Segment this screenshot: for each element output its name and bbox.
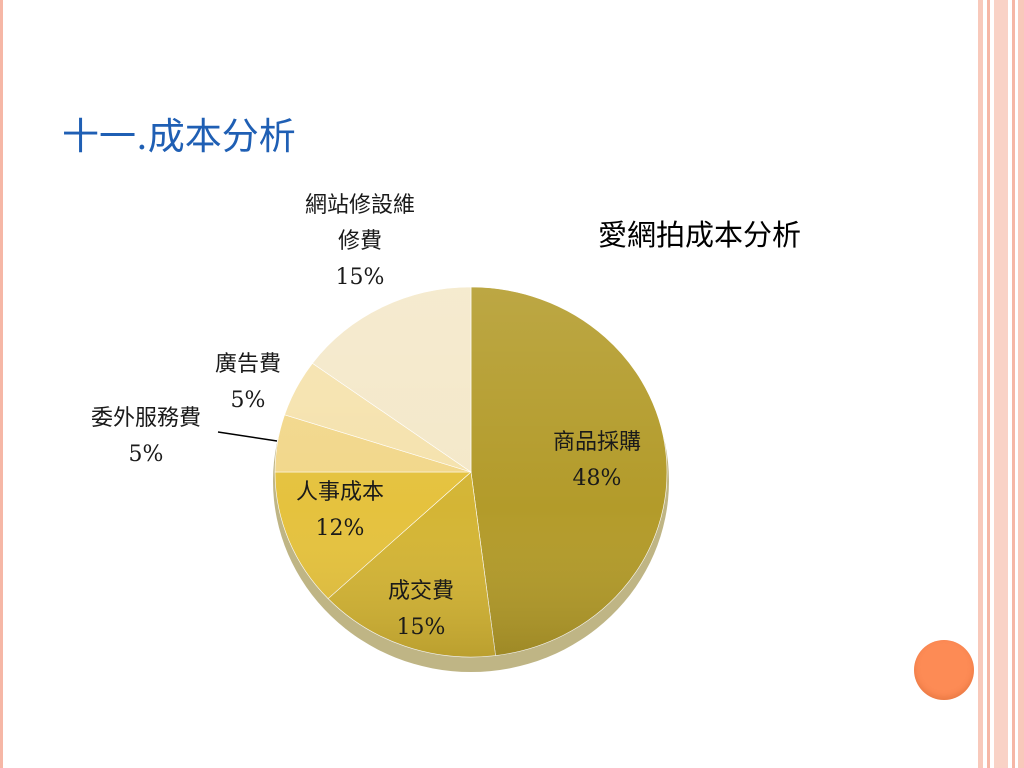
pie-slice-label-line: 網站修設維 xyxy=(305,193,415,218)
pie-slice-label-line: 成交費 xyxy=(388,579,454,604)
pie-slice-label-line: 15% xyxy=(336,265,385,290)
pie-slice-label-line: 15% xyxy=(397,615,446,640)
right-decorative-stripes xyxy=(978,0,1024,768)
orange-circle-decoration xyxy=(914,640,974,700)
pie-slice-label-line: 5% xyxy=(231,388,266,413)
pie-slice-label-line: 12% xyxy=(316,516,365,541)
pie-slice-label-4: 委外服務費 5% xyxy=(91,406,201,467)
pie-slice-label-5: 廣告費 5% xyxy=(215,352,281,413)
pie-slice-label-2: 成交費 15% xyxy=(388,579,454,640)
pie-slice-label-1: 商品採購 48% xyxy=(553,430,641,491)
pie-slice-label-line: 修費 xyxy=(338,229,382,254)
slide-title: 十一.成本分析 xyxy=(62,115,296,158)
pie-slice-label-line: 48% xyxy=(573,466,622,491)
pie-slice-label-6: 網站修設維修費 15% xyxy=(305,193,415,290)
pie-slice-label-line: 商品採購 xyxy=(553,430,641,455)
pie-slice-label-line: 廣告費 xyxy=(215,352,281,377)
left-border-rule xyxy=(0,0,3,768)
leader-line-outsourcing xyxy=(217,431,278,442)
pie-slice-label-line: 委外服務費 xyxy=(91,406,201,431)
pie-slice-label-line: 人事成本 xyxy=(296,480,384,505)
chart-title: 愛網拍成本分析 xyxy=(598,218,802,252)
pie-slice-label-line: 5% xyxy=(129,442,164,467)
pie-slice-1 xyxy=(470,286,668,656)
pie-slice-label-3: 人事成本 12% xyxy=(296,480,384,541)
